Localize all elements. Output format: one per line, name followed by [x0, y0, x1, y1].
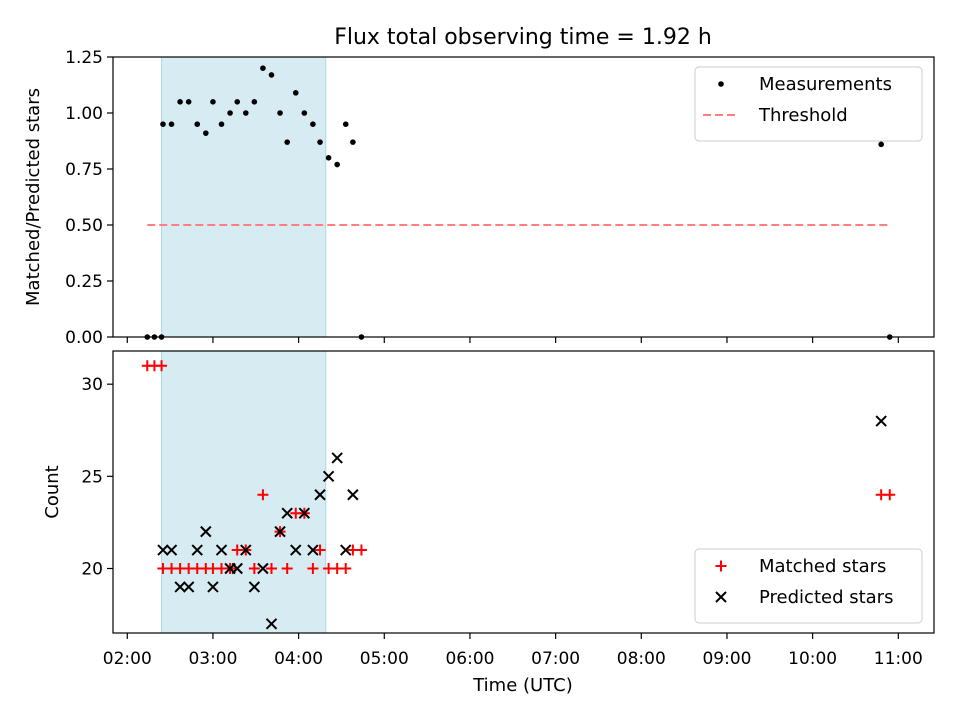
x-tick-label: 10:00 [788, 649, 837, 669]
axes-frame [112, 350, 935, 634]
measurement-point [203, 130, 209, 136]
x-tick-label: 07:00 [531, 649, 580, 669]
predicted-star-marker [231, 562, 243, 575]
legend-box [694, 66, 923, 142]
x-tick-label: 03:00 [188, 649, 237, 669]
ratio-panel: 0.00 0.25 0.50 0.75 1.00 1.25 Matched/Predicte… [23, 48, 935, 348]
predicted-star-marker [347, 489, 359, 501]
x-tick-label: 05:00 [360, 649, 409, 669]
matched-star-marker [265, 562, 277, 574]
measurement-point [325, 155, 332, 161]
measurement-point [234, 99, 241, 105]
count-panel: 20 25 30 02:00 03:00 04:00 05:00 06:00 07:00 08:0… [42, 350, 935, 669]
measurement-point [227, 110, 233, 116]
measurement-point [277, 110, 283, 116]
legend-marker-matched [715, 560, 727, 572]
matched-star-marker [340, 562, 352, 574]
y-tick-label: 1.25 [65, 48, 103, 68]
measurement-point [878, 141, 884, 148]
predicted-star-marker [340, 544, 352, 556]
measurement-point [242, 110, 249, 116]
x-tick-label: 09:00 [702, 649, 751, 669]
measurement-point [350, 139, 356, 145]
x-tick-label: 11:00 [874, 649, 923, 669]
predicted-star-marker [257, 562, 269, 575]
measurement-point [160, 121, 166, 127]
predicted-star-marker [157, 544, 169, 556]
measurement-point [301, 110, 308, 116]
measurement-point [260, 65, 266, 71]
predicted-star-marker [182, 581, 195, 593]
predicted-star-marker [200, 525, 212, 538]
predicted-star-marker [240, 544, 252, 556]
predicted-star-marker [875, 415, 887, 427]
axes-frame [112, 56, 935, 338]
measurement-point [310, 121, 316, 127]
y-axis-label: Count [42, 465, 63, 518]
matched-star-marker [248, 562, 260, 574]
matched-star-marker [281, 562, 293, 574]
predicted-star-marker [307, 544, 319, 556]
predicted-star-marker [331, 452, 343, 464]
matched-star-marker [156, 360, 168, 372]
x-tick-label: 02:00 [103, 649, 152, 669]
predicted-star-marker [298, 507, 311, 519]
measurement-point [317, 139, 323, 145]
measurement-point [334, 161, 340, 168]
y-tick-label: 0.50 [65, 216, 103, 236]
legend-marker-predicted [715, 591, 727, 603]
legend-label: Matched stars [759, 556, 886, 577]
legend-label: Threshold [758, 105, 848, 126]
predicted-star-marker [274, 525, 286, 538]
matched-star-marker [314, 544, 326, 556]
x-axis-label: Time (UTC) [472, 675, 573, 696]
matched-star-marker [884, 489, 896, 501]
predicted-star-marker [165, 544, 178, 556]
y-tick-label: 0.25 [65, 272, 103, 292]
legend: Measurements Threshold [694, 66, 923, 142]
legend: Matched stars Predicted stars [694, 548, 923, 624]
measurement-point [194, 121, 201, 127]
measurement-point [177, 99, 183, 105]
predicted-star-marker [215, 544, 228, 556]
predicted-star-marker [314, 489, 326, 501]
x-tick-label: 08:00 [617, 649, 666, 669]
x-tick-label: 04:00 [274, 649, 323, 669]
y-tick-label: 20 [81, 559, 103, 579]
predicted-star-marker [248, 581, 261, 593]
y-axis-label: Matched/Predicted stars [23, 88, 44, 306]
measurement-point [342, 121, 349, 127]
figure-title: Flux total observing time = 1.92 h [334, 25, 712, 50]
matched-star-marker [355, 544, 367, 556]
measurement-point [218, 121, 225, 127]
y-tick-label: 0.00 [65, 328, 103, 348]
legend-marker-measurements [718, 81, 724, 87]
measurement-point [284, 139, 290, 145]
measurement-point [185, 99, 192, 105]
predicted-star-marker [290, 544, 302, 556]
predicted-star-marker [174, 581, 186, 593]
predicted-star-marker [207, 581, 219, 593]
y-tick-label: 25 [81, 467, 103, 487]
predicted-star-marker [281, 507, 293, 519]
legend-label: Predicted stars [759, 587, 893, 608]
legend-box [694, 548, 923, 624]
y-tick-label: 1.00 [65, 104, 103, 124]
measurement-point [168, 121, 175, 127]
predicted-star-marker [322, 470, 335, 483]
predicted-star-marker [265, 618, 278, 630]
measurement-point [268, 72, 275, 78]
observing-window-band [161, 56, 327, 338]
measurement-point [251, 99, 258, 105]
measurement-point [210, 99, 216, 105]
x-tick-label: 06:00 [445, 649, 494, 669]
legend-label: Measurements [759, 74, 892, 95]
predicted-star-marker [191, 544, 203, 556]
y-tick-label: 0.75 [65, 160, 103, 180]
matched-star-marker [257, 489, 269, 501]
measurement-point [292, 90, 299, 96]
y-tick-label: 30 [81, 375, 103, 395]
matched-star-marker [307, 562, 319, 574]
